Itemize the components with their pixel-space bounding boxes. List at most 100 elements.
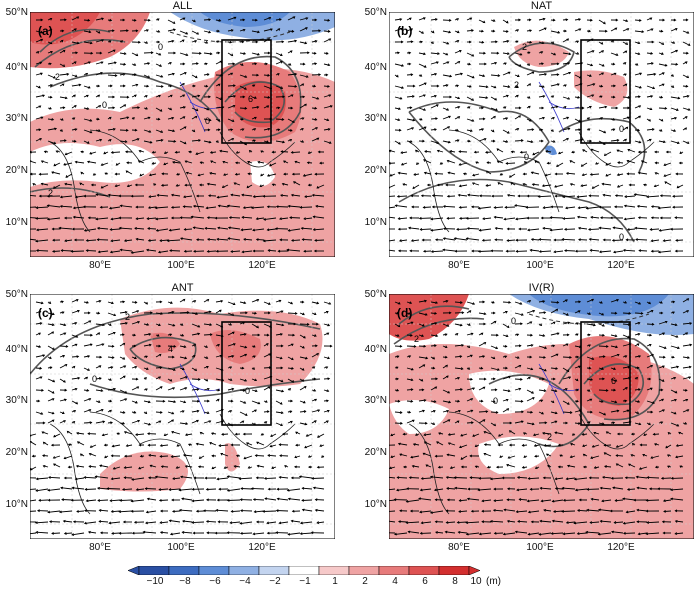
- wind-vector-head: [247, 466, 251, 469]
- wind-vector-head: [172, 72, 175, 76]
- wind-vector-head: [159, 109, 163, 112]
- wind-vector-head: [35, 488, 39, 492]
- wind-vector-head: [229, 521, 233, 525]
- wind-vector: [291, 151, 301, 154]
- wind-vector-head: [74, 322, 78, 325]
- wind-vector-head: [468, 40, 472, 44]
- wind-vector-head: [60, 129, 63, 132]
- wind-vector: [134, 227, 145, 230]
- wind-vector-head: [648, 344, 652, 347]
- wind-vector-head: [616, 184, 620, 188]
- wind-vector-head: [88, 398, 92, 401]
- wind-vector-head: [568, 376, 572, 379]
- wind-vector-head: [31, 454, 35, 458]
- wind-vector-head: [456, 128, 459, 132]
- wind-vector: [562, 195, 576, 198]
- wind-vector-head: [304, 445, 307, 449]
- wind-vector-head: [419, 488, 423, 492]
- wind-vector-head: [400, 162, 404, 166]
- wind-vector-head: [506, 193, 510, 197]
- wind-vector-head: [274, 227, 278, 231]
- wind-vector-head: [543, 368, 547, 372]
- wind-vector-head: [445, 183, 448, 187]
- wind-vector-head: [74, 160, 78, 164]
- wind-vector-head: [397, 171, 401, 175]
- wind-vector: [519, 498, 528, 501]
- wind-vector-head: [505, 117, 509, 120]
- wind-vector-head: [316, 521, 320, 525]
- wind-vector: [172, 161, 181, 164]
- wind-vector-head: [624, 399, 628, 403]
- wind-vector-head: [599, 486, 603, 490]
- wind-vector: [183, 195, 193, 198]
- wind-vector-head: [577, 421, 581, 425]
- wind-vector-head: [54, 127, 58, 131]
- wind-vector-head: [418, 497, 422, 501]
- wind-vector-head: [397, 301, 401, 305]
- wind-vector: [228, 227, 241, 230]
- wind-vector-head: [317, 435, 320, 438]
- wind-vector-head: [588, 366, 592, 370]
- wind-vector-head: [503, 217, 507, 221]
- wind-vector: [280, 194, 289, 197]
- wind-vector-head: [70, 498, 74, 502]
- wind-vector-head: [170, 216, 174, 220]
- wind-vector-head: [241, 250, 245, 254]
- wind-vector-head: [638, 467, 642, 470]
- wind-vector-head: [490, 249, 494, 253]
- wind-vector-head: [575, 322, 579, 326]
- wind-vector-head: [458, 510, 461, 513]
- wind-vector-head: [424, 421, 428, 425]
- wind-vector-head: [401, 86, 405, 89]
- wind-vector-head: [645, 498, 649, 502]
- wind-vector: [544, 444, 552, 447]
- wind-vector-head: [465, 237, 469, 241]
- wind-vector-head: [78, 83, 82, 87]
- wind-vector-head: [245, 311, 248, 315]
- wind-vector-head: [646, 476, 650, 479]
- wind-vector-head: [217, 204, 221, 208]
- wind-vector-head: [645, 509, 649, 513]
- wind-vector-head: [515, 249, 519, 253]
- wind-vector-head: [126, 116, 130, 120]
- wind-vector-head: [456, 18, 460, 21]
- wind-vector-head: [542, 300, 546, 303]
- wind-vector-head: [160, 130, 164, 133]
- wind-vector-head: [133, 410, 137, 414]
- wind-vector-head: [133, 73, 137, 77]
- wind-vector-head: [399, 18, 403, 21]
- wind-vector-head: [458, 50, 462, 53]
- wind-vector-head: [305, 17, 309, 20]
- wind-vector-head: [108, 116, 112, 120]
- wind-vector-head: [134, 94, 137, 98]
- wind-vector-head: [183, 141, 187, 145]
- wind-vector: [406, 499, 420, 503]
- wind-vector-head: [279, 217, 282, 221]
- wind-vector-head: [170, 193, 174, 197]
- wind-vector-head: [474, 465, 478, 469]
- wind-vector-head: [88, 465, 92, 468]
- wind-vector-head: [146, 217, 150, 221]
- wind-vector-head: [565, 388, 568, 391]
- wind-vector: [430, 510, 444, 514]
- wind-vector-head: [106, 487, 110, 490]
- wind-vector-head: [540, 399, 544, 403]
- wind-vector-head: [74, 74, 78, 78]
- wind-vector-head: [171, 116, 175, 120]
- wind-vector: [458, 531, 468, 534]
- wind-vector-head: [540, 128, 544, 132]
- wind-vector-head: [636, 520, 640, 524]
- wind-vector-head: [193, 19, 196, 23]
- wind-vector: [676, 444, 684, 447]
- wind-vector: [635, 238, 648, 241]
- wind-vector-head: [288, 388, 292, 391]
- wind-vector-head: [265, 62, 268, 66]
- wind-vector-head: [457, 60, 461, 64]
- wind-vector-head: [241, 128, 245, 131]
- lat-tick: 40°N: [364, 344, 387, 355]
- wind-vector: [192, 499, 205, 502]
- wind-vector: [83, 30, 91, 33]
- wind-vector: [136, 238, 145, 241]
- wind-vector-head: [230, 72, 234, 76]
- wind-vector: [183, 454, 193, 457]
